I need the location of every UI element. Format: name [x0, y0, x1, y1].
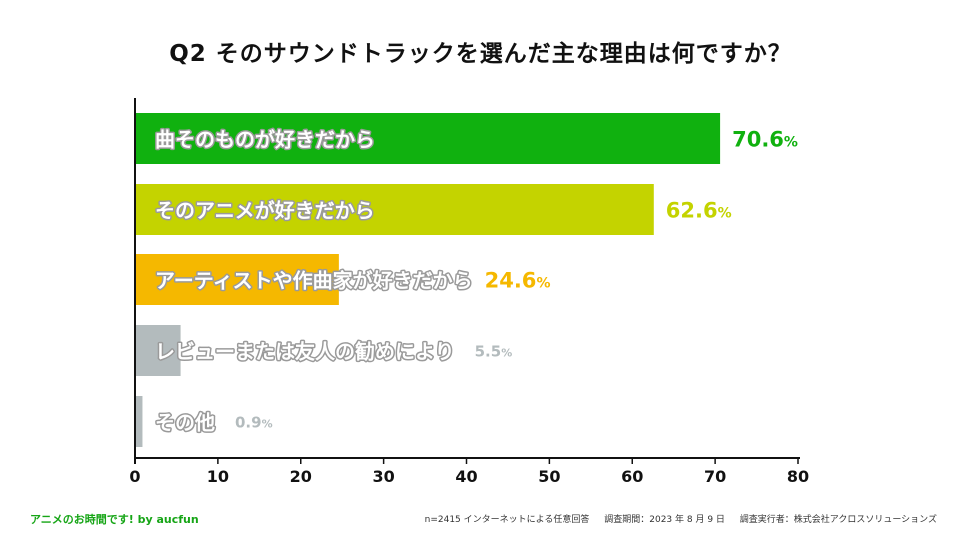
bar-4 [135, 325, 181, 376]
percent-unit: % [262, 418, 273, 431]
value-label-2: 62.6% [666, 199, 732, 223]
category-label-5: その他 [155, 411, 215, 435]
category-label-3: アーティストや作曲家が好きだから [155, 269, 473, 293]
bar-5 [135, 396, 143, 447]
x-tick-label-40: 40 [455, 467, 477, 486]
x-tick-label-0: 0 [129, 467, 140, 486]
x-tick-label-30: 30 [372, 467, 394, 486]
bar-1 [135, 113, 721, 164]
value-label-4: 5.5% [475, 343, 513, 361]
category-label-2: そのアニメが好きだから [155, 199, 375, 223]
sample-info: n=2415 インターネットによる任意回答 [424, 515, 590, 525]
x-tick-label-50: 50 [538, 467, 560, 486]
x-tick-label-80: 80 [787, 467, 809, 486]
x-tick-label-70: 70 [704, 467, 726, 486]
x-tick-label-60: 60 [621, 467, 643, 486]
value-label-3: 24.6% [485, 269, 551, 293]
category-label-1: 曲そのものが好きだから [155, 128, 375, 152]
percent-unit: % [784, 135, 798, 151]
survey-info: n=2415 インターネットによる任意回答 調査期間：2023 年 8 月 9 … [413, 512, 937, 525]
bar-2 [135, 184, 654, 235]
chart-title: Q2 そのサウンドトラックを選んだ主な理由は何ですか？ [169, 41, 792, 67]
value-label-1: 70.6% [732, 128, 798, 152]
brand-label: アニメのお時間です! by aucfun [30, 513, 199, 526]
survey-conductor: 調査実行者：株式会社アクロスソリューションズ [739, 515, 937, 525]
category-label-4: レビューまたは友人の勧めにより [155, 340, 455, 364]
survey-period: 調査期間：2023 年 8 月 9 日 [604, 515, 725, 525]
bar-3 [135, 254, 339, 305]
percent-unit: % [718, 206, 732, 222]
x-tick-label-20: 20 [290, 467, 312, 486]
percent-unit: % [501, 347, 512, 360]
x-tick-label-10: 10 [207, 467, 229, 486]
percent-unit: % [536, 276, 550, 292]
value-label-5: 0.9% [235, 414, 273, 432]
